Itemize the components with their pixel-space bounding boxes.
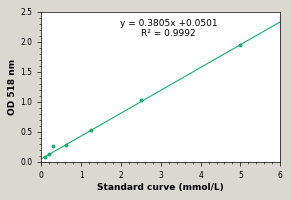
Point <box>64 143 68 146</box>
Point <box>89 129 93 132</box>
X-axis label: Standard curve (mmol/L): Standard curve (mmol/L) <box>97 183 224 192</box>
Text: y = 0.3805x +0.0501
R² = 0.9992: y = 0.3805x +0.0501 R² = 0.9992 <box>120 19 218 38</box>
Point <box>43 155 47 158</box>
Point <box>47 153 52 156</box>
Point <box>51 144 56 148</box>
Y-axis label: OD 518 nm: OD 518 nm <box>8 59 17 115</box>
Point <box>238 43 243 46</box>
Point <box>139 98 143 102</box>
